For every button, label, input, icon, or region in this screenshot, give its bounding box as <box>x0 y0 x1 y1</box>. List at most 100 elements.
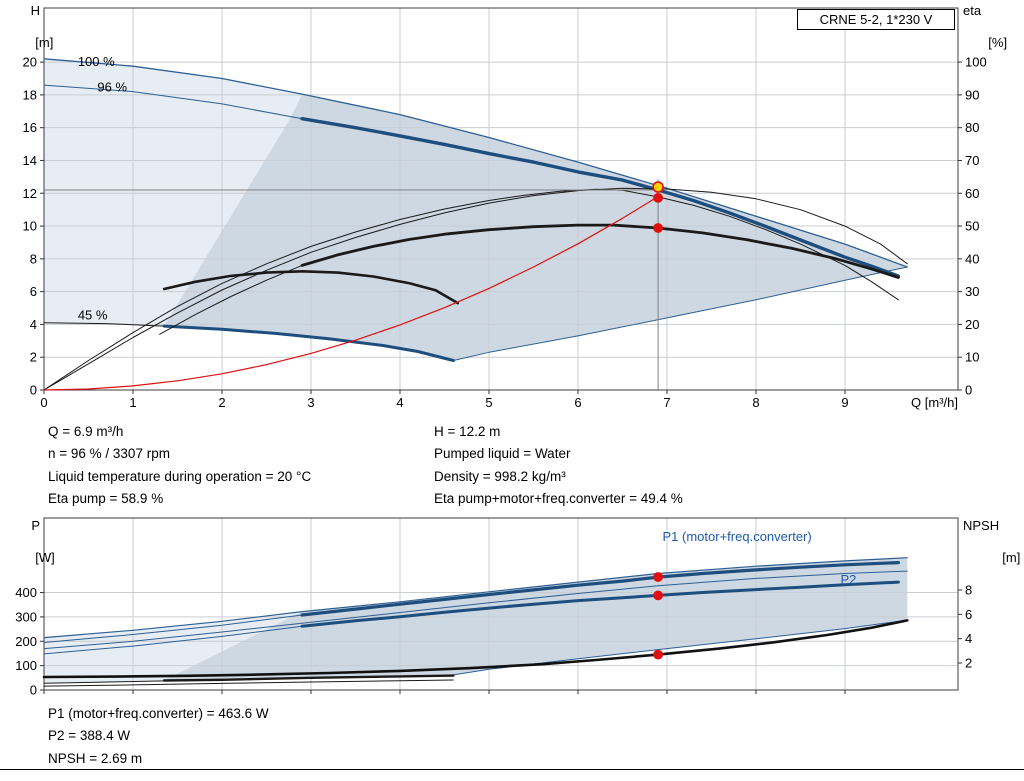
duty-density-text: Density = 998.2 kg/m³ <box>434 468 566 484</box>
power-npsh-chart: 0 100 200 300 400 2 4 6 8 P1 (motor+freq.converte… <box>15 517 972 698</box>
x-tick-label: 3 <box>307 395 314 410</box>
eta-total-point <box>653 223 663 233</box>
duty-info-left: Q = 6.9 m³/h n = 96 % / 3307 rpm Liquid … <box>48 421 311 511</box>
npsh-duty-point <box>653 649 663 660</box>
duty-speed-text: n = 96 % / 3307 rpm <box>48 446 170 462</box>
duty-temperature-text: Liquid temperature during operation = 20… <box>48 468 312 484</box>
y-left-tick-label: 0 <box>30 383 37 398</box>
eta-midspeed-curve <box>162 270 460 305</box>
duty-point <box>652 181 664 193</box>
eta-pump-point <box>653 192 663 203</box>
power-envelope-right-edge <box>452 619 908 676</box>
x-tick-label: 0 <box>40 395 47 410</box>
y-right-tick-label: 70 <box>965 153 979 168</box>
y-right-tick-label: 50 <box>965 219 979 234</box>
y-left-tick-label: 16 <box>23 120 37 135</box>
speed-label-100: 100 % <box>78 54 115 69</box>
x-tick-label: 6 <box>574 395 581 410</box>
y-left-tick-label: 300 <box>15 609 37 624</box>
x-tick-label: 9 <box>841 395 848 410</box>
y-axis-title-npsh-unit: [m] <box>1002 550 1021 565</box>
y-axis-title-npsh: NPSH [m] <box>963 518 1021 566</box>
plot-border <box>43 7 959 391</box>
y-right-tick-label: 40 <box>965 251 979 266</box>
y-right-tick-label: 80 <box>965 120 979 135</box>
y-axis-title-power: P [W] <box>10 518 54 566</box>
y-right-tick-label: 30 <box>965 284 979 299</box>
qh-curve-45pct <box>162 324 455 362</box>
p2-curve-100pct <box>43 570 908 650</box>
y-right-tick-label: 6 <box>965 607 972 622</box>
p2-curve-label: P2 <box>841 572 857 587</box>
y-left-tick-label: 2 <box>30 350 37 365</box>
y-axis-title-p: P <box>31 518 40 533</box>
y-left-tick-label: 20 <box>23 55 37 70</box>
npsh-value-text: NPSH = 2.69 m <box>48 750 143 766</box>
power-info: P1 (motor+freq.converter) = 463.6 W P2 =… <box>48 703 269 770</box>
duty-eta-total-text: Eta pump+motor+freq.converter = 49.4 % <box>434 491 683 507</box>
p1-curve-100pct <box>43 557 908 639</box>
p1-curve-96pct <box>300 561 900 617</box>
x-tick-label: 5 <box>485 395 492 410</box>
envelope-right-edge <box>452 266 908 361</box>
duty-flow-text: Q = 6.9 m³/h <box>48 424 124 439</box>
qh-curve-96pct <box>300 117 901 278</box>
p1-duty-point <box>653 572 663 582</box>
y-right-tick-label: 20 <box>965 317 979 332</box>
y-right-tick-label: 0 <box>965 383 972 398</box>
p1-curve-96pct-thin <box>43 614 303 643</box>
x-tick-label: 2 <box>218 395 225 410</box>
x-tick-label: 8 <box>752 395 759 410</box>
y-right-tick-label: 10 <box>965 350 979 365</box>
y-axis-title-p-unit: [W] <box>35 550 55 565</box>
eta-total-curve <box>300 223 900 279</box>
duty-liquid-text: Pumped liquid = Water <box>434 446 571 462</box>
eta-pump-curve-100pct <box>43 187 908 391</box>
y-left-tick-label: 8 <box>30 251 37 266</box>
y-axis-title-head: H [m] <box>10 3 54 51</box>
y-right-tick-label: 100 <box>965 55 987 70</box>
y-left-tick-label: 6 <box>30 284 37 299</box>
y-axis-title-eta-unit: [%] <box>988 35 1008 50</box>
npsh-curve <box>42 619 909 679</box>
p2-duty-point <box>653 590 663 601</box>
p2-value-text: P2 = 388.4 W <box>48 728 131 744</box>
y-axis-title-h: H <box>30 3 40 18</box>
y-right-tick-label: 90 <box>965 87 979 102</box>
power-range-main <box>164 557 908 681</box>
p2-curve-96pct-thin <box>43 625 303 655</box>
x-tick-label: 1 <box>129 395 136 410</box>
y-axis-title-eta-name: eta <box>963 3 982 18</box>
y-axis-title-h-unit: [m] <box>35 35 54 50</box>
y-left-tick-label: 0 <box>30 683 37 698</box>
p2-curve-96pct <box>300 580 900 628</box>
duty-eta-pump-text: Eta pump = 58.9 % <box>48 491 164 507</box>
y-left-tick-label: 12 <box>23 186 37 201</box>
y-left-tick-label: 400 <box>15 585 37 600</box>
y-right-tick-label: 8 <box>965 583 972 598</box>
y-axis-title-eta: eta [%] <box>963 3 1018 51</box>
qh-curve-100pct <box>43 58 908 268</box>
p2-minspeed-thin <box>43 679 454 687</box>
power-range-left-light <box>44 611 303 683</box>
y-left-tick-label: 14 <box>23 153 37 168</box>
y-right-tick-label: 60 <box>965 186 979 201</box>
eta-pump-curve-96pct <box>43 188 899 391</box>
duty-head-text: H = 12.2 m <box>434 424 501 439</box>
y-left-tick-label: 10 <box>23 219 37 234</box>
p1-curve-label: P1 (motor+freq.converter) <box>663 529 812 544</box>
y-axis-title-npsh-name: NPSH <box>963 518 1000 533</box>
bottom-divider <box>0 769 1024 770</box>
y-left-tick-label: 4 <box>30 317 37 332</box>
p1-minspeed <box>162 674 455 682</box>
system-curve <box>43 195 659 391</box>
duty-info-right: H = 12.2 m Pumped liquid = Water Density… <box>434 421 683 511</box>
pump-model-box: CRNE 5-2, 1*230 V <box>797 9 955 30</box>
eta-total-curve-thin <box>159 264 303 335</box>
p1-value-text: P1 (motor+freq.converter) = 463.6 W <box>48 706 269 721</box>
qh-curve-96pct-thin <box>43 84 303 120</box>
speed-label-96: 96 % <box>97 80 127 95</box>
y-left-tick-label: 200 <box>15 634 37 649</box>
x-axis-label: Q [m³/h] <box>911 395 958 410</box>
